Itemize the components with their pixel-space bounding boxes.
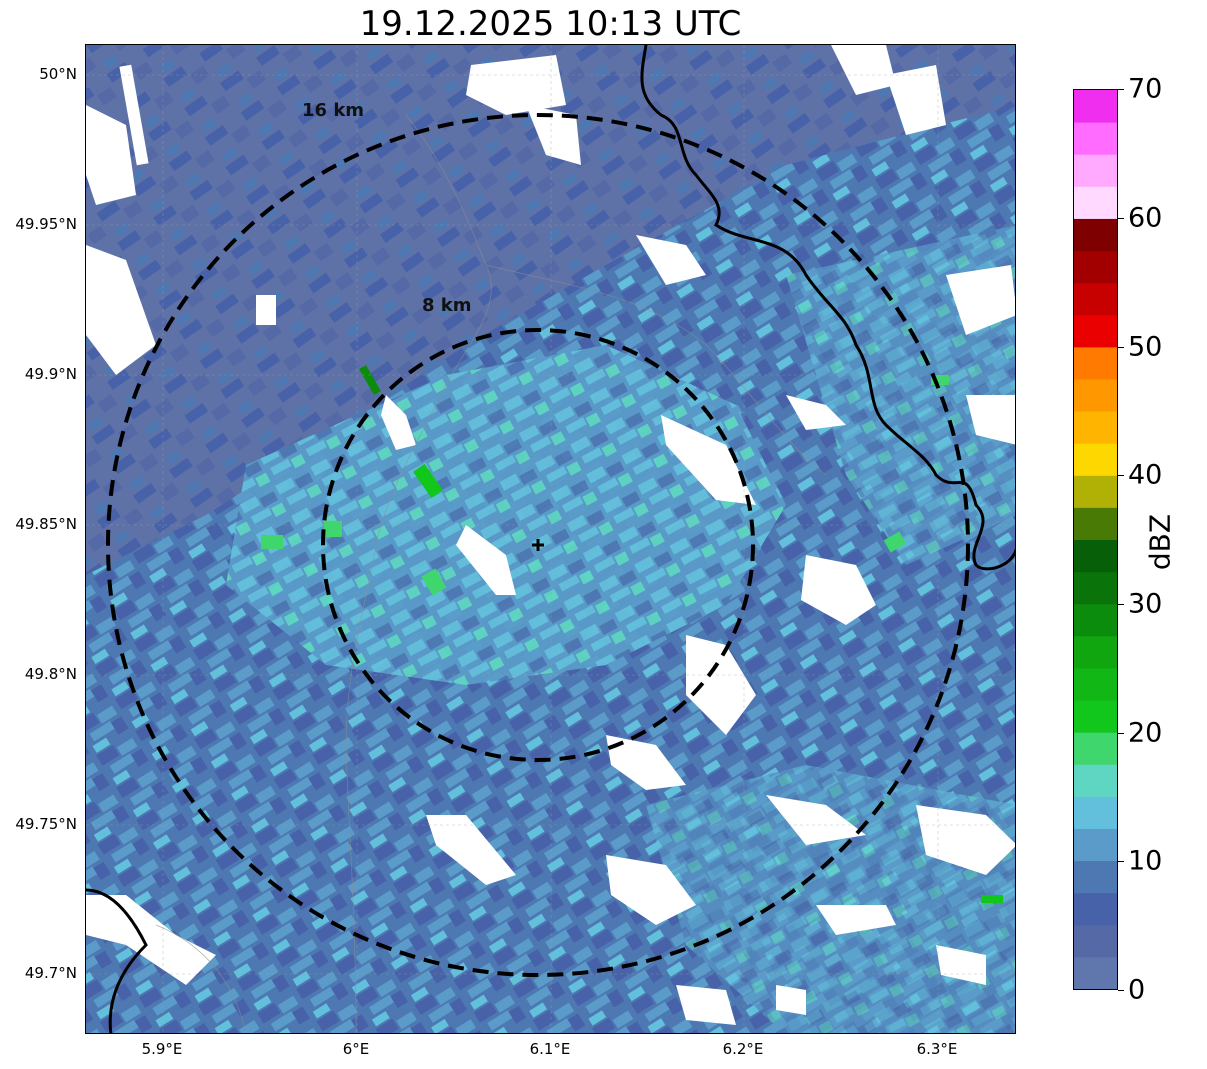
colorbar-segment (1074, 475, 1117, 508)
colorbar-segment (1074, 892, 1117, 926)
country-border (640, 45, 1015, 571)
colorbar-tick-label: 70 (1128, 73, 1163, 105)
range-ring-8km (321, 328, 755, 762)
lat-tick-label: 49.85°N (15, 515, 77, 533)
colorbar-tick-mark (1118, 89, 1124, 90)
colorbar-segment (1074, 346, 1117, 380)
lon-tick-label: 6.2°E (722, 1040, 764, 1058)
colorbar-segment (1074, 732, 1117, 765)
lat-tick-label: 49.8°N (24, 665, 77, 683)
colorbar-segment (1074, 314, 1117, 348)
colorbar-tick-mark (1118, 990, 1124, 991)
ring-label-16km: 16 km (302, 100, 365, 121)
colorbar-tick-mark (1118, 218, 1124, 219)
lon-tick-label: 5.9°E (141, 1040, 183, 1058)
colorbar-tick-label: 40 (1128, 459, 1163, 491)
colorbar-tick-mark (1118, 475, 1124, 476)
colorbar-tick-mark (1118, 733, 1124, 734)
colorbar-segment (1074, 635, 1117, 669)
colorbar-segment (1074, 700, 1117, 733)
ring-label-8km: 8 km (422, 295, 472, 316)
colorbar-tick-mark (1118, 604, 1124, 605)
radar-map[interactable] (85, 44, 1016, 1034)
colorbar-segment (1074, 154, 1117, 187)
lat-tick-label: 49.7°N (24, 964, 77, 982)
colorbar-tick-label: 30 (1128, 588, 1163, 620)
lat-tick-label: 50°N (39, 65, 77, 83)
colorbar-segment (1074, 860, 1117, 894)
lat-tick-label: 49.9°N (24, 365, 77, 383)
colorbar-segment (1074, 667, 1117, 701)
colorbar-segment (1074, 828, 1117, 862)
colorbar-segment (1074, 507, 1117, 540)
colorbar-unit-label: dBZ (1143, 513, 1177, 571)
colorbar-tick-mark (1118, 347, 1124, 348)
lon-tick-label: 6°E (342, 1040, 370, 1058)
colorbar-segment (1074, 571, 1117, 605)
colorbar-tick-label: 50 (1128, 331, 1163, 363)
colorbar-tick-label: 20 (1128, 717, 1163, 749)
colorbar-segment (1074, 282, 1117, 316)
range-ring-16km (106, 113, 970, 977)
lat-tick-label: 49.95°N (15, 215, 77, 233)
colorbar-tick-label: 60 (1128, 202, 1163, 234)
colorbar-segment (1074, 764, 1117, 797)
colorbar-segment (1074, 924, 1117, 958)
colorbar-tick-label: 10 (1128, 845, 1163, 877)
colorbar-segment (1074, 603, 1117, 637)
lat-tick-label: 49.75°N (15, 815, 77, 833)
colorbar-segment (1074, 122, 1117, 155)
colorbar-tick-mark (1118, 861, 1124, 862)
colorbar-segment (1074, 186, 1117, 219)
colorbar-segment (1074, 90, 1117, 123)
colorbar-tick-label: 0 (1128, 974, 1146, 1006)
radar-reflectivity-layer (86, 45, 1015, 1033)
colorbar-segment (1074, 378, 1117, 412)
colorbar-segment (1074, 796, 1117, 829)
colorbar-segment (1074, 218, 1117, 252)
colorbar (1073, 89, 1118, 990)
colorbar-segment (1074, 539, 1117, 573)
radar-site-marker (532, 539, 544, 551)
colorbar-segment (1074, 443, 1117, 476)
colorbar-segment (1074, 956, 1117, 989)
colorbar-segment (1074, 250, 1117, 284)
colorbar-segment (1074, 411, 1117, 444)
map-title: 19.12.2025 10:13 UTC (359, 4, 742, 44)
lon-tick-label: 6.3°E (916, 1040, 958, 1058)
lon-tick-label: 6.1°E (529, 1040, 571, 1058)
